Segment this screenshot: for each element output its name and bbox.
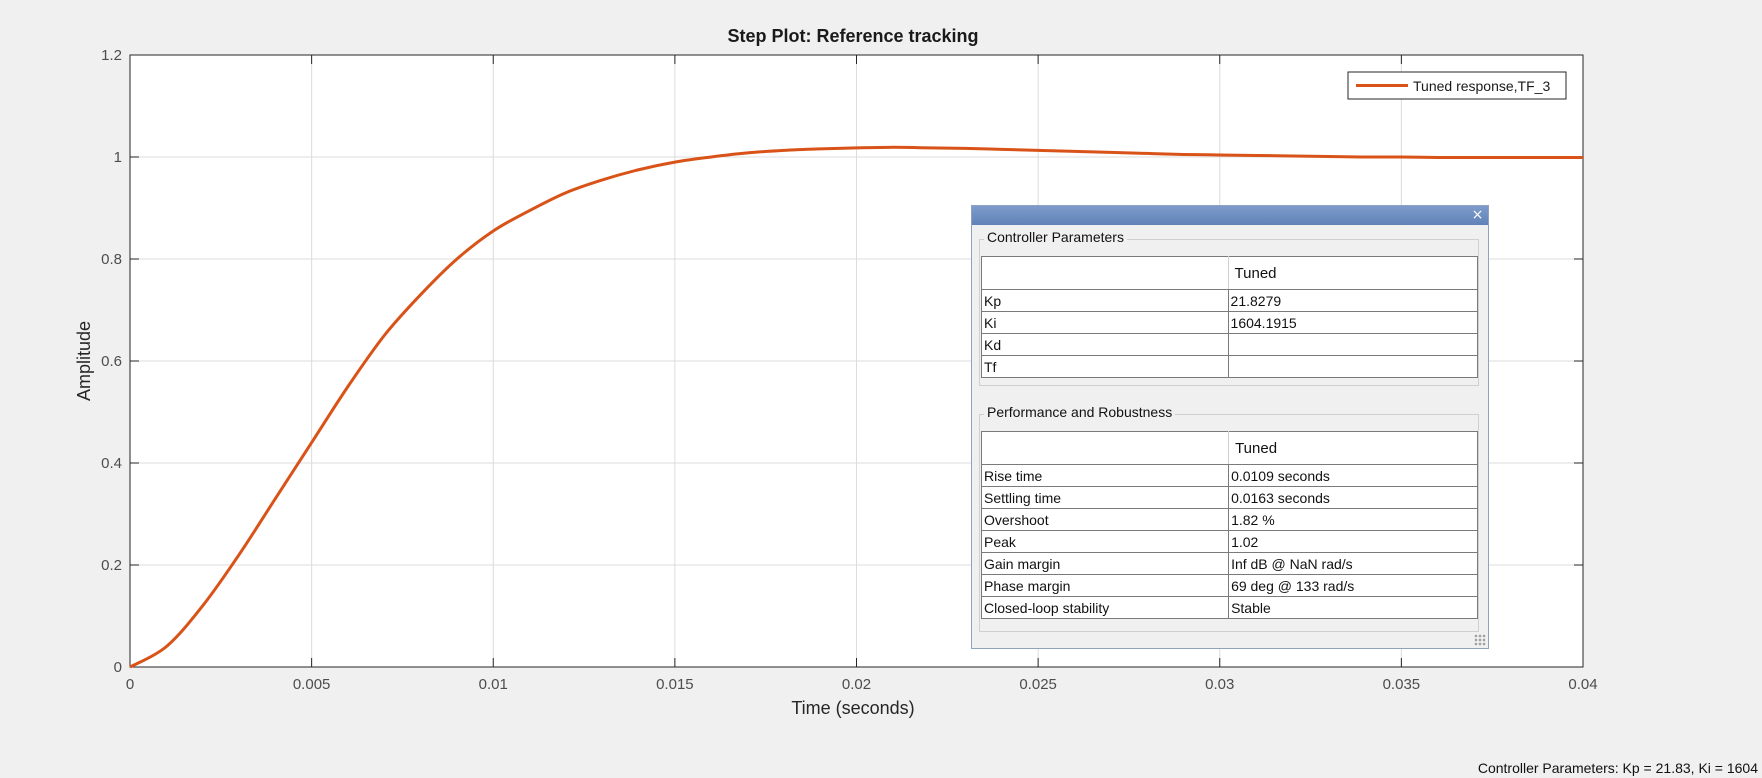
y-tick-label: 0.6	[101, 353, 122, 370]
metric-value: 69 deg @ 133 rad/s	[1228, 574, 1478, 597]
table-row: Gain margin Inf dB @ NaN rad/s	[980, 552, 1478, 575]
metric-value: Inf dB @ NaN rad/s	[1228, 552, 1478, 575]
param-name: Kp	[981, 289, 1229, 312]
metric-name: Settling time	[980, 486, 1230, 509]
legend[interactable]: Tuned response,TF_3	[1347, 71, 1567, 100]
tuned-response-line[interactable]	[129, 145, 1583, 669]
performance-robustness-group: Performance and Robustness Tuned Rise ti…	[979, 404, 1479, 632]
metric-value: 0.0163 seconds	[1228, 486, 1478, 509]
y-tick-label: 0.2	[101, 557, 122, 574]
x-tick-label: 0.025	[1019, 676, 1057, 693]
legend-entry-label: Tuned response,TF_3	[1413, 78, 1550, 94]
param-value: 1604.1915	[1227, 311, 1479, 334]
status-bar-text: Controller Parameters: Kp = 21.83, Ki = …	[1477, 760, 1758, 776]
controller-header-tuned: Tuned	[1227, 256, 1479, 290]
performance-header-tuned: Tuned	[1228, 431, 1478, 465]
chart-title: Step Plot: Reference tracking	[727, 26, 978, 46]
controller-parameters-title: Controller Parameters	[984, 229, 1127, 245]
x-tick-label: 0.015	[656, 676, 694, 693]
metric-name: Phase margin	[980, 574, 1230, 597]
x-axis-ticks: 0 0.005 0.01 0.015 0.02 0.025 0.03 0.035 0.04	[126, 55, 1598, 693]
tuning-info-panel[interactable]: × Controller Parameters Tuned Kp 21.8279…	[971, 205, 1489, 649]
param-value	[1227, 355, 1479, 378]
x-tick-label: 0.02	[842, 676, 871, 693]
axes-box	[129, 54, 1584, 668]
table-row: Settling time 0.0163 seconds	[980, 486, 1478, 509]
x-tick-label: 0.035	[1383, 676, 1421, 693]
x-tick-label: 0.01	[479, 676, 508, 693]
table-row: Tf	[981, 355, 1479, 378]
param-name: Ki	[981, 311, 1229, 334]
y-tick-label: 1	[114, 149, 122, 166]
x-tick-label: 0.04	[1568, 676, 1597, 693]
y-tick-label: 0.8	[101, 251, 122, 268]
controller-parameters-table: Tuned Kp 21.8279 Ki 1604.1915 Kd Tf	[981, 256, 1479, 378]
performance-table: Tuned Rise time 0.0109 seconds Settling …	[980, 431, 1478, 619]
header-empty-cell	[980, 431, 1230, 465]
controller-parameters-group: Controller Parameters Tuned Kp 21.8279 K…	[979, 229, 1479, 386]
metric-value: 1.82 %	[1228, 508, 1478, 531]
resize-grip-icon[interactable]	[1474, 634, 1486, 646]
param-name: Tf	[981, 355, 1229, 378]
x-axis-label: Time (seconds)	[791, 698, 914, 718]
table-row: Phase margin 69 deg @ 133 rad/s	[980, 574, 1478, 597]
y-tick-label: 0	[114, 659, 122, 676]
close-icon[interactable]: ×	[1471, 207, 1484, 223]
table-row: Overshoot 1.82 %	[980, 508, 1478, 531]
metric-value: 1.02	[1228, 530, 1478, 553]
performance-robustness-title: Performance and Robustness	[984, 404, 1176, 420]
table-row: Ki 1604.1915	[981, 311, 1479, 334]
metric-name: Overshoot	[980, 508, 1230, 531]
param-name: Kd	[981, 333, 1229, 356]
table-row: Kd	[981, 333, 1479, 356]
panel-titlebar[interactable]: ×	[972, 206, 1488, 225]
y-axis-ticks: 0 0.2 0.4 0.6 0.8 1 1.2	[101, 47, 1583, 676]
x-tick-label: 0	[126, 676, 134, 693]
x-tick-label: 0.03	[1205, 676, 1234, 693]
table-row: Peak 1.02	[980, 530, 1478, 553]
table-header-row: Tuned	[980, 431, 1478, 465]
param-value	[1227, 333, 1479, 356]
metric-name: Rise time	[980, 464, 1230, 487]
metric-value: Stable	[1228, 596, 1478, 619]
y-tick-label: 0.4	[101, 455, 122, 472]
header-empty-cell	[981, 256, 1229, 290]
x-tick-label: 0.005	[293, 676, 331, 693]
y-axis-label: Amplitude	[74, 321, 94, 401]
metric-value: 0.0109 seconds	[1228, 464, 1478, 487]
table-row: Kp 21.8279	[981, 289, 1479, 312]
table-header-row: Tuned	[981, 256, 1479, 290]
param-value: 21.8279	[1227, 289, 1479, 312]
metric-name: Gain margin	[980, 552, 1230, 575]
metric-name: Peak	[980, 530, 1230, 553]
table-row: Rise time 0.0109 seconds	[980, 464, 1478, 487]
table-row: Closed-loop stability Stable	[980, 596, 1478, 619]
metric-name: Closed-loop stability	[980, 596, 1230, 619]
y-tick-label: 1.2	[101, 47, 122, 64]
